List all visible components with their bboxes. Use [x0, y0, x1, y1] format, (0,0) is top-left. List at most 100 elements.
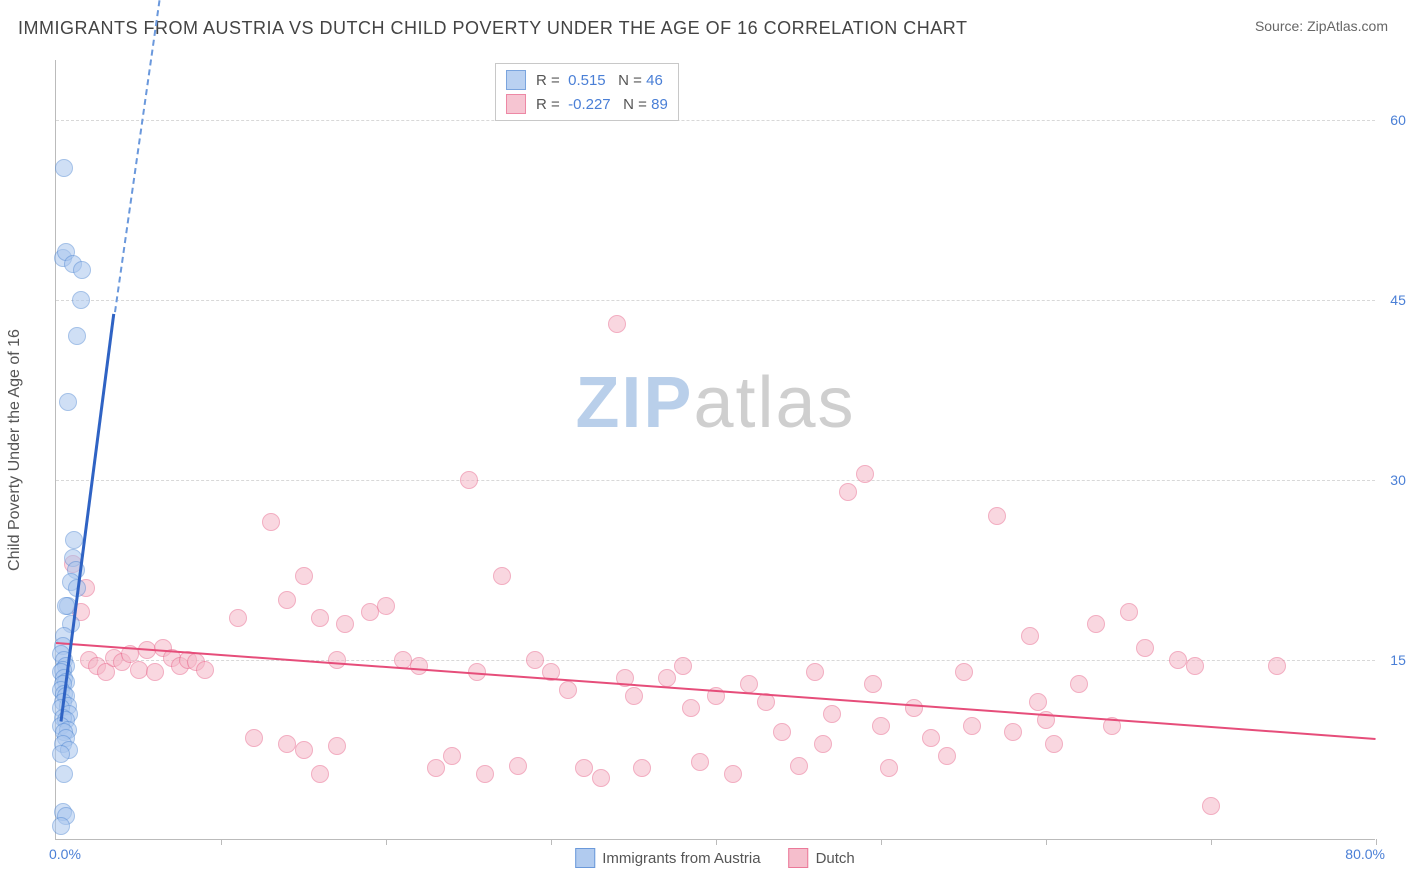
scatter-point [146, 663, 164, 681]
source-label: Source: ZipAtlas.com [1255, 18, 1388, 34]
corr-legend-row: R = -0.227 N = 89 [506, 92, 668, 116]
scatter-point [377, 597, 395, 615]
scatter-point [55, 765, 73, 783]
scatter-point [674, 657, 692, 675]
scatter-point [311, 765, 329, 783]
x-tick [386, 839, 387, 845]
y-axis-title: Child Poverty Under the Age of 16 [6, 329, 24, 571]
scatter-point [592, 769, 610, 787]
scatter-point [295, 567, 313, 585]
scatter-point [493, 567, 511, 585]
scatter-point [57, 597, 75, 615]
legend-label: Immigrants from Austria [602, 850, 760, 867]
x-tick [1376, 839, 1377, 845]
scatter-point [509, 757, 527, 775]
scatter-point [773, 723, 791, 741]
scatter-point [864, 675, 882, 693]
x-tick [221, 839, 222, 845]
scatter-point [1268, 657, 1286, 675]
scatter-point [278, 735, 296, 753]
scatter-point [790, 757, 808, 775]
scatter-point [814, 735, 832, 753]
scatter-point [427, 759, 445, 777]
scatter-point [328, 651, 346, 669]
scatter-point [336, 615, 354, 633]
legend-swatch [506, 94, 526, 114]
x-tick [1046, 839, 1047, 845]
watermark-zip: ZIP [575, 363, 693, 443]
corr-legend-text: R = -0.227 N = 89 [536, 96, 668, 113]
scatter-point [633, 759, 651, 777]
x-tick [551, 839, 552, 845]
legend-swatch [789, 848, 809, 868]
legend-item: Immigrants from Austria [575, 848, 760, 868]
scatter-point [52, 817, 70, 835]
scatter-point [55, 159, 73, 177]
scatter-point [1029, 693, 1047, 711]
scatter-point [262, 513, 280, 531]
legend-swatch [506, 70, 526, 90]
scatter-point [278, 591, 296, 609]
y-tick-label: 15.0% [1380, 652, 1406, 668]
scatter-point [1021, 627, 1039, 645]
scatter-point [938, 747, 956, 765]
x-tick [1211, 839, 1212, 845]
scatter-point [410, 657, 428, 675]
scatter-point [229, 609, 247, 627]
scatter-point [443, 747, 461, 765]
scatter-point [196, 661, 214, 679]
scatter-point [1087, 615, 1105, 633]
scatter-point [559, 681, 577, 699]
scatter-point [955, 663, 973, 681]
scatter-point [1136, 639, 1154, 657]
legend-swatch [575, 848, 595, 868]
gridline-h [56, 480, 1375, 481]
scatter-point [68, 327, 86, 345]
corr-legend-row: R = 0.515 N = 46 [506, 68, 668, 92]
legend-label: Dutch [816, 850, 855, 867]
scatter-point [311, 609, 329, 627]
watermark: ZIPatlas [575, 362, 855, 444]
scatter-point [988, 507, 1006, 525]
y-tick-label: 30.0% [1380, 472, 1406, 488]
x-tick [716, 839, 717, 845]
scatter-point [658, 669, 676, 687]
scatter-point [361, 603, 379, 621]
correlation-legend: R = 0.515 N = 46 R = -0.227 N = 89 [495, 63, 679, 121]
trend-line-dash [114, 0, 161, 312]
scatter-point [682, 699, 700, 717]
scatter-point [245, 729, 263, 747]
gridline-h [56, 120, 1375, 121]
series-legend: Immigrants from Austria Dutch [575, 848, 855, 868]
scatter-point [905, 699, 923, 717]
chart-header: IMMIGRANTS FROM AUSTRIA VS DUTCH CHILD P… [18, 18, 1388, 39]
scatter-point [526, 651, 544, 669]
scatter-point [856, 465, 874, 483]
scatter-point [806, 663, 824, 681]
y-tick-label: 60.0% [1380, 112, 1406, 128]
corr-legend-text: R = 0.515 N = 46 [536, 72, 663, 89]
scatter-point [476, 765, 494, 783]
scatter-point [625, 687, 643, 705]
scatter-point [740, 675, 758, 693]
scatter-point [328, 737, 346, 755]
y-tick-label: 45.0% [1380, 292, 1406, 308]
chart-title: IMMIGRANTS FROM AUSTRIA VS DUTCH CHILD P… [18, 18, 967, 39]
scatter-point [922, 729, 940, 747]
scatter-point [1169, 651, 1187, 669]
scatter-point [1070, 675, 1088, 693]
scatter-point [724, 765, 742, 783]
legend-item: Dutch [789, 848, 855, 868]
scatter-point [65, 531, 83, 549]
scatter-point [575, 759, 593, 777]
scatter-point [460, 471, 478, 489]
scatter-point [1004, 723, 1022, 741]
chart-area: ZIPatlas 15.0%30.0%45.0%60.0% Child Pove… [55, 60, 1375, 840]
scatter-point [52, 745, 70, 763]
scatter-point [130, 661, 148, 679]
scatter-point [1186, 657, 1204, 675]
scatter-point [73, 261, 91, 279]
scatter-point [872, 717, 890, 735]
scatter-point [1045, 735, 1063, 753]
scatter-point [59, 393, 77, 411]
